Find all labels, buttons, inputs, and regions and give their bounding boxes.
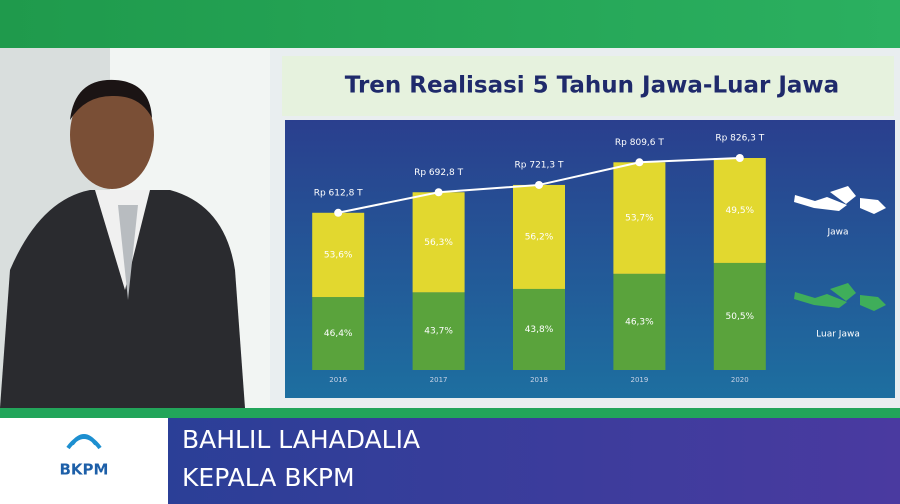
bar-label: 56,2% xyxy=(525,232,554,242)
bar-segment xyxy=(412,292,465,370)
legend-label: Jawa xyxy=(826,228,848,238)
bar-label: 43,8% xyxy=(525,325,554,335)
logo-icon xyxy=(66,434,102,450)
bar-segment xyxy=(613,273,666,370)
bar-label: 53,6% xyxy=(324,250,353,260)
bar-segment xyxy=(312,212,365,298)
bar-label: 56,3% xyxy=(424,238,453,248)
bar-segment xyxy=(613,162,666,274)
bar-label: 53,7% xyxy=(625,214,654,224)
total-point xyxy=(535,180,543,189)
bar-segment xyxy=(713,158,766,263)
person-suit xyxy=(0,190,245,408)
bar-label: 43,7% xyxy=(424,327,453,337)
lower-strip xyxy=(0,408,900,418)
total-point xyxy=(735,154,744,162)
person-head xyxy=(70,81,154,189)
bar-segment xyxy=(713,262,766,370)
bar-segment xyxy=(513,288,565,370)
name-band xyxy=(168,418,900,504)
legend-label: Luar Jawa xyxy=(816,330,860,340)
bar-label: 46,3% xyxy=(625,317,654,327)
speaker-position: KEPALA BKPM xyxy=(182,463,355,492)
top-band xyxy=(0,0,900,48)
title-band xyxy=(282,56,894,116)
x-tick-label: 2020 xyxy=(731,376,749,384)
speaker-name: BAHLIL LAHADALIA xyxy=(182,425,420,454)
total-point xyxy=(334,208,343,217)
bar-segment xyxy=(412,192,465,293)
person-hair xyxy=(70,79,152,120)
chart-title: Tren Realisasi 5 Tahun Jawa-Luar Jawa xyxy=(345,73,839,99)
total-label: Rp 721,3 T xyxy=(515,160,564,170)
x-tick-label: 2018 xyxy=(530,376,548,384)
legend-jawa-map xyxy=(794,186,886,214)
total-label: Rp 809,6 T xyxy=(615,138,664,148)
bar-label: 46,4% xyxy=(324,329,353,339)
bar-label: 50,5% xyxy=(726,312,755,322)
total-point xyxy=(635,158,644,167)
x-tick-label: 2019 xyxy=(630,376,648,384)
bar-segment xyxy=(513,184,565,289)
bar-segment xyxy=(312,297,365,370)
logo-text: BKPM xyxy=(60,461,109,479)
total-label: Rp 692,8 T xyxy=(414,168,463,178)
plot-area xyxy=(285,120,895,398)
bar-label: 49,5% xyxy=(726,206,755,216)
logo-box xyxy=(0,418,168,504)
total-label: Rp 826,3 T xyxy=(715,134,764,144)
legend-luar-jawa-map xyxy=(794,283,886,311)
person-tie xyxy=(118,205,138,300)
total-label: Rp 612,8 T xyxy=(314,188,363,198)
x-tick-label: 2016 xyxy=(329,376,347,384)
total-point xyxy=(434,188,443,197)
x-tick-label: 2017 xyxy=(430,376,448,384)
